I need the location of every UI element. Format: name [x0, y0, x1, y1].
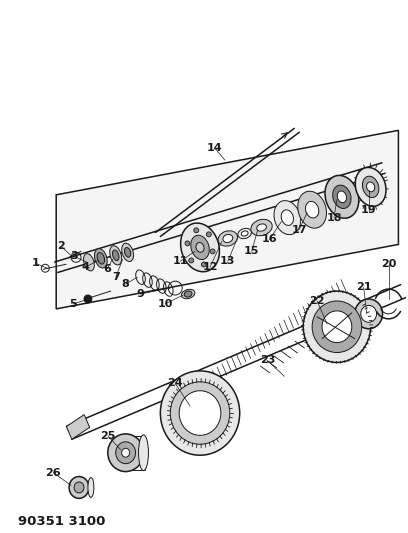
Ellipse shape [196, 243, 204, 252]
Polygon shape [194, 377, 210, 393]
Text: 14: 14 [207, 143, 223, 153]
Ellipse shape [116, 442, 135, 464]
Text: 12: 12 [202, 262, 218, 272]
Ellipse shape [94, 249, 107, 268]
Ellipse shape [333, 185, 351, 208]
Ellipse shape [218, 231, 237, 246]
Polygon shape [67, 415, 90, 439]
Ellipse shape [74, 482, 84, 493]
Text: 16: 16 [262, 235, 277, 245]
Ellipse shape [182, 289, 195, 298]
Ellipse shape [251, 219, 272, 236]
Ellipse shape [170, 382, 230, 445]
Ellipse shape [122, 448, 130, 457]
Text: 1: 1 [31, 259, 39, 268]
Ellipse shape [69, 477, 89, 498]
Ellipse shape [179, 391, 221, 435]
Ellipse shape [281, 210, 293, 225]
Ellipse shape [355, 167, 386, 206]
Text: 19: 19 [361, 205, 377, 215]
Ellipse shape [184, 291, 192, 297]
Ellipse shape [110, 246, 122, 265]
Ellipse shape [312, 301, 362, 352]
Ellipse shape [355, 299, 383, 329]
Ellipse shape [238, 228, 251, 239]
Ellipse shape [241, 231, 248, 236]
Ellipse shape [362, 176, 379, 198]
Text: 90351 3100: 90351 3100 [18, 515, 105, 528]
Ellipse shape [108, 434, 144, 472]
Ellipse shape [124, 247, 131, 257]
Circle shape [194, 228, 199, 233]
Ellipse shape [274, 200, 301, 235]
Text: 18: 18 [326, 213, 341, 223]
Text: 22: 22 [309, 296, 325, 306]
Circle shape [189, 258, 194, 263]
Text: 21: 21 [356, 282, 371, 292]
Text: 2: 2 [57, 241, 65, 252]
Circle shape [84, 295, 92, 303]
Text: 17: 17 [291, 224, 307, 235]
Ellipse shape [361, 305, 377, 322]
Ellipse shape [139, 435, 149, 471]
Text: 3: 3 [70, 252, 78, 261]
Circle shape [201, 262, 206, 267]
Ellipse shape [306, 201, 319, 218]
Text: 10: 10 [157, 299, 173, 309]
Text: 23: 23 [260, 356, 275, 366]
Text: 7: 7 [112, 272, 120, 282]
Ellipse shape [88, 478, 94, 497]
Ellipse shape [325, 175, 359, 218]
Text: 8: 8 [122, 279, 129, 289]
Text: 26: 26 [45, 467, 61, 478]
Ellipse shape [181, 223, 220, 272]
Text: 9: 9 [137, 289, 144, 299]
Text: 15: 15 [244, 246, 259, 256]
Text: 25: 25 [100, 431, 115, 441]
Ellipse shape [97, 253, 104, 264]
Ellipse shape [303, 291, 370, 362]
Ellipse shape [257, 224, 266, 231]
Text: 6: 6 [103, 264, 111, 274]
Text: 13: 13 [220, 256, 235, 266]
Ellipse shape [366, 182, 375, 192]
Circle shape [185, 241, 190, 246]
Text: 11: 11 [173, 256, 188, 266]
Polygon shape [170, 385, 185, 401]
Text: 20: 20 [381, 259, 396, 269]
Polygon shape [204, 373, 220, 389]
Polygon shape [56, 131, 399, 309]
Ellipse shape [160, 371, 240, 455]
Text: 5: 5 [69, 299, 77, 309]
Ellipse shape [113, 250, 119, 261]
Ellipse shape [84, 254, 94, 271]
Ellipse shape [322, 311, 352, 343]
Ellipse shape [337, 191, 346, 203]
Ellipse shape [298, 191, 326, 228]
Text: 24: 24 [167, 378, 183, 389]
Ellipse shape [223, 235, 233, 243]
Ellipse shape [122, 243, 133, 262]
Ellipse shape [191, 235, 209, 260]
Circle shape [206, 232, 211, 237]
Circle shape [210, 249, 215, 254]
Text: 4: 4 [81, 262, 89, 272]
